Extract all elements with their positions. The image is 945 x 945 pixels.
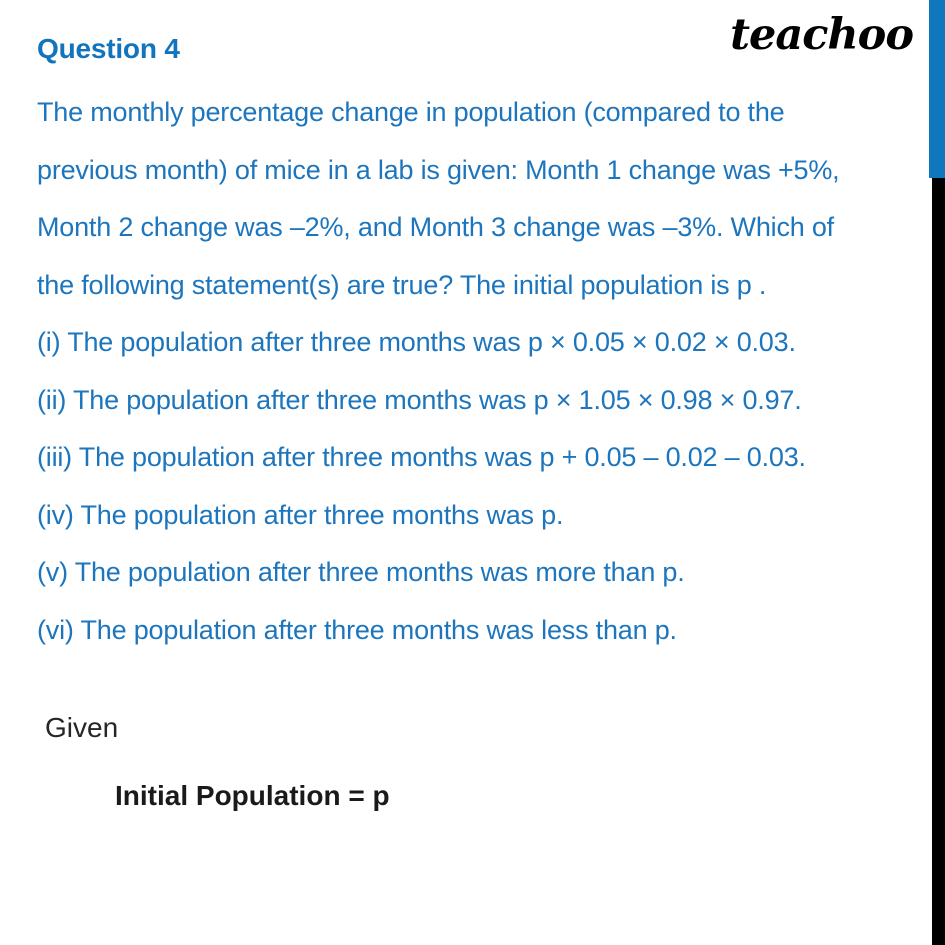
solution-section: Given Initial Population = p xyxy=(45,708,390,816)
question-title: Question 4 xyxy=(37,33,180,64)
question-text-line: previous month) of mice in a lab is give… xyxy=(37,154,840,185)
question-body: The monthly percentage change in populat… xyxy=(37,84,917,659)
given-label: Given xyxy=(45,712,119,743)
question-text-line: the following statement(s) are true? The… xyxy=(37,269,767,300)
statement-item: (iv) The population after three months w… xyxy=(37,499,564,530)
accent-bar-black xyxy=(932,178,945,945)
question-text-line: Month 2 change was –2%, and Month 3 chan… xyxy=(37,212,834,242)
question-text-line: The monthly percentage change in populat… xyxy=(37,97,785,127)
statement-item: (ii) The population after three months w… xyxy=(37,384,802,415)
accent-bar-blue xyxy=(929,0,945,178)
statement-item: (i) The population after three months wa… xyxy=(37,327,796,357)
statement-item: (vi) The population after three months w… xyxy=(37,614,677,645)
initial-population-value: Initial Population = p xyxy=(115,780,390,811)
statement-item: (iii) The population after three months … xyxy=(37,442,806,472)
statement-item: (v) The population after three months wa… xyxy=(37,557,685,587)
teachoo-logo: teachoo xyxy=(730,10,914,60)
